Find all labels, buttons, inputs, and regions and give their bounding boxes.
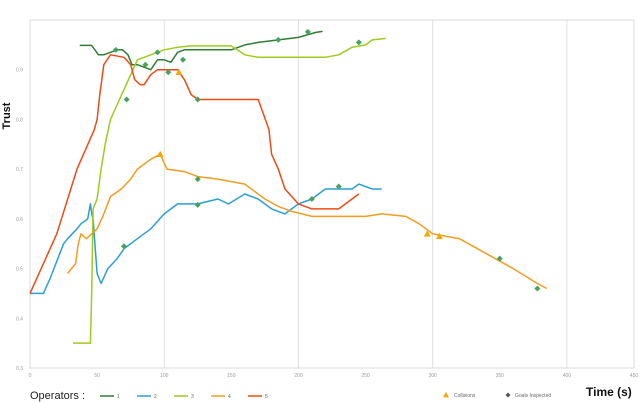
goal-marker — [308, 195, 315, 202]
collision-marker — [156, 150, 164, 158]
legend-entry-4: 4 — [228, 394, 231, 400]
y-tick-label: 0.9 — [16, 68, 23, 74]
series-line-4 — [67, 153, 548, 290]
x-axis-ticks: 0 50 100 150 200 250 300 350 400 450 — [29, 373, 639, 379]
goal-marker — [355, 39, 362, 46]
event-markers — [112, 28, 541, 292]
collision-marker — [435, 232, 443, 240]
collision-marker — [423, 230, 431, 237]
x-tick-label: 150 — [227, 373, 236, 379]
collision-marker — [175, 68, 183, 75]
series-line-5 — [29, 54, 360, 294]
x-tick-label: 0 — [29, 373, 32, 379]
y-tick-label: 0.3 — [16, 366, 23, 372]
x-tick-label: 100 — [160, 373, 169, 379]
legend-collisions: Collisions — [454, 393, 476, 399]
y-tick-label: 0.8 — [16, 117, 23, 123]
series-line-2 — [30, 183, 382, 295]
y-axis-ticks: 0.3 0.4 0.5 0.6 0.7 0.8 0.9 — [16, 68, 23, 372]
y-tick-label: 0.7 — [16, 167, 23, 173]
goal-marker — [194, 176, 201, 183]
y-axis-label: Trust — [1, 102, 13, 129]
goal-marker — [275, 36, 282, 43]
goal-marker — [112, 46, 119, 53]
goal-marker — [534, 285, 541, 292]
x-tick-label: 300 — [428, 373, 437, 379]
goal-marker — [496, 255, 503, 262]
goal-marker — [120, 243, 127, 250]
x-axis-label: Time (s) — [586, 385, 632, 399]
legend-entry-1: 1 — [117, 394, 120, 400]
goal-marker — [123, 96, 130, 103]
x-tick-label: 400 — [563, 373, 572, 379]
y-tick-label: 0.4 — [16, 316, 23, 322]
chart-grid — [29, 19, 635, 369]
legend-entry-2: 2 — [154, 394, 157, 400]
x-tick-label: 350 — [496, 373, 505, 379]
goal-marker — [180, 56, 187, 63]
goal-marker — [335, 183, 342, 190]
series-lines — [29, 30, 548, 344]
x-tick-label: 50 — [94, 373, 100, 379]
legend-entry-3: 3 — [191, 394, 194, 400]
legend: Operators : 1 2 3 4 5 Collisions Goals Inspecte… — [30, 390, 551, 402]
goal-marker — [194, 96, 201, 103]
goal-marker — [142, 61, 149, 68]
x-tick-label: 200 — [294, 373, 303, 379]
y-tick-label: 0.6 — [16, 217, 23, 223]
goal-marker — [194, 201, 201, 208]
plot-frame — [29, 19, 635, 369]
legend-goal-marker — [505, 392, 511, 398]
series-line-3 — [73, 37, 386, 344]
legend-goals-inspected: Goals Inspected — [515, 393, 551, 399]
y-tick-label: 0.5 — [16, 267, 23, 273]
x-tick-label: 250 — [361, 373, 370, 379]
legend-operators-label: Operators : — [30, 390, 85, 402]
legend-collision-marker — [443, 392, 449, 398]
x-tick-label: 450 — [630, 373, 639, 379]
goal-marker — [165, 69, 172, 76]
goal-marker — [154, 49, 161, 56]
legend-entry-5: 5 — [265, 394, 268, 400]
series-line-1 — [79, 30, 323, 71]
goal-marker — [304, 28, 311, 35]
